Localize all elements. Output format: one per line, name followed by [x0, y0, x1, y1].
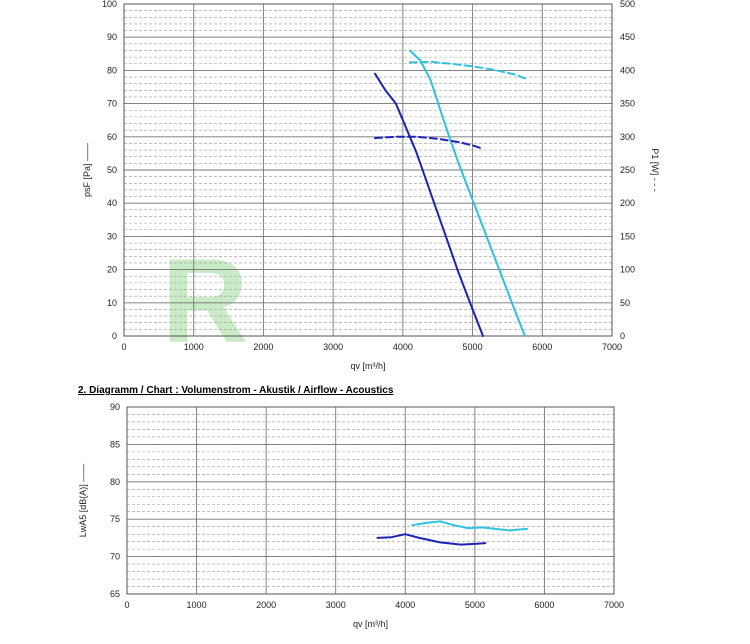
series-line: [374, 135, 484, 150]
x-tick-label: 1000: [184, 342, 204, 352]
y-tick-label: 90: [107, 32, 117, 42]
y-tick-label: 60: [107, 132, 117, 142]
y-tick-label: 80: [107, 65, 117, 75]
plot-frame: [126, 406, 615, 595]
x-tick-label: 0: [121, 342, 126, 352]
y-tick-label: 80: [110, 477, 120, 487]
y-tick-label: 65: [110, 589, 120, 599]
x-tick-label: 1000: [187, 600, 207, 610]
x-axis-label: qv [m³/h]: [350, 361, 385, 371]
y-tick-label: 70: [110, 552, 120, 562]
section-2-title: 2. Diagramm / Chart : Volumenstrom - Aku…: [78, 385, 394, 396]
x-axis-label: qv [m³/h]: [353, 619, 388, 629]
y-tick-label: 10: [107, 298, 117, 308]
y-tick-label: 50: [107, 165, 117, 175]
y-tick-label: 30: [107, 231, 117, 241]
y2-tick-label: 300: [620, 132, 635, 142]
y2-tick-label: 350: [620, 99, 635, 109]
y2-tick-label: 100: [620, 265, 635, 275]
y-tick-label: 20: [107, 265, 117, 275]
y-tick-label: 85: [110, 439, 120, 449]
series-line: [376, 533, 487, 546]
y-tick-label: 90: [110, 402, 120, 412]
y-axis-label: psF [Pa] ——: [82, 143, 92, 197]
y2-tick-label: 0: [620, 331, 625, 341]
x-tick-label: 4000: [393, 342, 413, 352]
chart-pressure-power: 0 1000 2000 3000 4000 5000 6000 700001020304050…: [82, 0, 660, 371]
y2-tick-label: 150: [620, 231, 635, 241]
series-line: [374, 72, 484, 337]
x-tick-label: 2000: [256, 600, 276, 610]
y2-tick-label: 250: [620, 165, 635, 175]
x-tick-label: 6000: [534, 600, 554, 610]
y2-tick-label: 50: [620, 298, 630, 308]
series-line: [408, 60, 526, 80]
y2-tick-label: 400: [620, 65, 635, 75]
x-tick-label: 3000: [323, 342, 343, 352]
x-tick-label: 5000: [465, 600, 485, 610]
x-tick-label: 4000: [395, 600, 415, 610]
plot-frame: [123, 3, 613, 337]
watermark-logo: R: [162, 234, 249, 368]
x-tick-label: 3000: [326, 600, 346, 610]
y-tick-label: 0: [112, 331, 117, 341]
y-tick-label: 75: [110, 514, 120, 524]
series-line: [408, 49, 526, 337]
x-tick-label: 7000: [602, 342, 622, 352]
x-tick-label: 7000: [604, 600, 624, 610]
y-tick-label: 100: [102, 0, 117, 9]
y2-tick-label: 450: [620, 32, 635, 42]
y2-axis-label: P1 [W] - - -: [650, 148, 660, 192]
x-tick-label: 6000: [532, 342, 552, 352]
x-tick-label: 0: [124, 600, 129, 610]
x-tick-label: 2000: [253, 342, 273, 352]
y2-tick-label: 200: [620, 198, 635, 208]
y-tick-label: 70: [107, 99, 117, 109]
x-tick-label: 5000: [463, 342, 483, 352]
y-axis-label: LwA5 [dB(A)] ——: [78, 464, 88, 538]
y2-tick-label: 500: [620, 0, 635, 9]
chart-acoustics: 0 1000 2000 3000 4000 5000 6000 7000 65 70 75 80 85 9…: [78, 402, 624, 629]
series-line: [411, 520, 528, 532]
y-tick-label: 40: [107, 198, 117, 208]
